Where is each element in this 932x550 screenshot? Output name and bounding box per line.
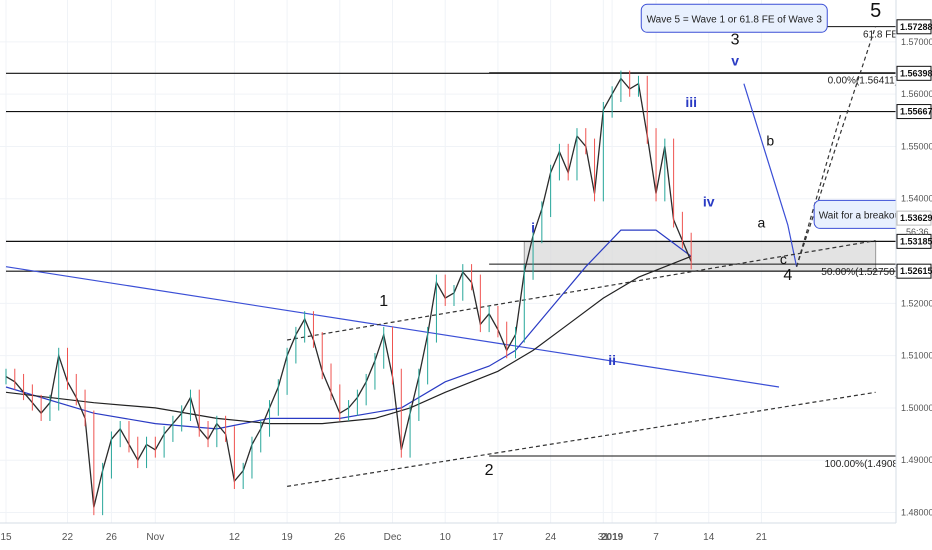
fib-label: 61.8 FE [863, 30, 898, 41]
price-tick-label: 1.49000 [901, 455, 932, 465]
price-tag-label: 1.56398 [900, 68, 932, 78]
price-tick-label: 1.50000 [901, 403, 932, 413]
time-tick-label: 21 [756, 532, 768, 543]
trendlines [5, 26, 877, 487]
dashed-trendline [287, 391, 876, 487]
price-tag-label: 1.57288 [900, 22, 932, 32]
time-tick-label: 14 [703, 532, 715, 543]
callout-text: Wait for a breakout! [819, 210, 906, 221]
wave-label: i [531, 220, 535, 236]
dashed-trendline [796, 26, 877, 267]
callouts: Wave 5 = Wave 1 or 61.8 FE of Wave 3 Wait… [640, 3, 911, 229]
time-tick-label: 24 [545, 532, 557, 543]
time-tick-label: 26 [106, 532, 118, 543]
callout-box [640, 3, 828, 33]
trendline [5, 266, 780, 388]
fib-label: 50.00%(1.52750) [821, 267, 898, 278]
wave-label: a [758, 215, 766, 231]
price-tick-label: 1.57000 [901, 37, 932, 47]
price-tag-box [896, 65, 932, 81]
dashed-trendline [287, 240, 876, 341]
wave-label: 5 [870, 0, 881, 22]
callout: Wave 5 = Wave 1 or 61.8 FE of Wave 3 [640, 3, 828, 33]
time-tick-label: 31 [598, 532, 610, 543]
price-tick-label: 1.55000 [901, 141, 932, 151]
wave-label: iii [685, 94, 697, 110]
callout-text: Wave 5 = Wave 1 or 61.8 FE of Wave 3 [647, 14, 823, 25]
horizontal-levels [6, 72, 902, 272]
fib-label: 0.00%(1.56411) [828, 76, 898, 87]
wave-label: v [731, 52, 739, 68]
price-tag-box [896, 263, 932, 279]
trendline [743, 83, 798, 267]
price-tag: 1.52615 [896, 263, 932, 279]
price-tag-label: 1.52615 [900, 266, 932, 276]
time-tick-label: 2019 [601, 532, 624, 543]
time-tick-label: 17 [492, 532, 504, 543]
wave-label: iv [703, 194, 715, 210]
price-tick-label: 1.51000 [901, 351, 932, 361]
consolidation-box [523, 241, 877, 272]
callout: Wait for a breakout! [813, 199, 911, 229]
time-tick-label: 19 [282, 532, 294, 543]
price-tick-label: 1.56000 [901, 89, 932, 99]
time-tick-label: 15 [0, 532, 12, 543]
price-series [5, 70, 692, 516]
price-tick-label: 1.54000 [901, 194, 932, 204]
time-tick-label: 12 [229, 532, 241, 543]
price-tag-box [896, 233, 932, 249]
price-tick-label: 1.48000 [901, 508, 932, 518]
wave-label: 1 [379, 293, 388, 310]
price-tag: 1.53185 [896, 233, 932, 249]
range-box [523, 241, 877, 272]
price-tag-label: 1.53629 [900, 213, 932, 223]
time-tick-label: Nov [146, 532, 164, 543]
time-tick-label: 26 [334, 532, 346, 543]
wave-label: 4 [783, 267, 792, 284]
price-axis: 1.57000 1.56000 1.55000 1.54000 1.52000 1.510… [895, 0, 932, 550]
price-tag-label: 1.53185 [900, 236, 932, 246]
time-tick-label: Dec [384, 532, 402, 543]
wave-label: b [766, 132, 774, 148]
price-tag: 1.57288 [896, 19, 932, 35]
time-tick-label: 10 [440, 532, 452, 543]
wave-label: 2 [485, 462, 494, 479]
fibonacci-levels: 0.00%(1.56411) 50.00%(1.52750) 100.00%(1.4… [489, 26, 902, 470]
price-tag: 1.53629 [896, 210, 932, 226]
wave-label: ii [608, 352, 616, 368]
wave-label: c [780, 251, 787, 267]
price-tag: 1.56398 [896, 65, 932, 81]
price-tick-label: 1.52000 [901, 298, 932, 308]
dashed-trendline [796, 114, 842, 267]
wave-label: 3 [731, 31, 740, 48]
price-tag-box [896, 104, 932, 120]
price-tag-box [896, 19, 932, 35]
price-tag-label: 1.55667 [900, 107, 932, 117]
time-tick-label: 22 [62, 532, 74, 543]
fib-label: 100.00%(1.4908 [825, 459, 899, 470]
moving-average-line [5, 229, 692, 430]
countdown-label: 56:36 [906, 227, 929, 237]
price-tag: 1.55667 [896, 104, 932, 120]
price-tag-box [896, 210, 932, 226]
time-tick-label: 7 [653, 532, 659, 543]
time-axis-panel [0, 523, 932, 550]
